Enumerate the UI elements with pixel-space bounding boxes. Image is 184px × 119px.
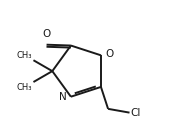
Text: CH₃: CH₃ [17, 83, 32, 92]
Text: CH₃: CH₃ [17, 51, 32, 60]
Text: Cl: Cl [131, 108, 141, 118]
Text: O: O [43, 29, 51, 39]
Text: O: O [105, 49, 114, 59]
Text: N: N [59, 92, 66, 102]
